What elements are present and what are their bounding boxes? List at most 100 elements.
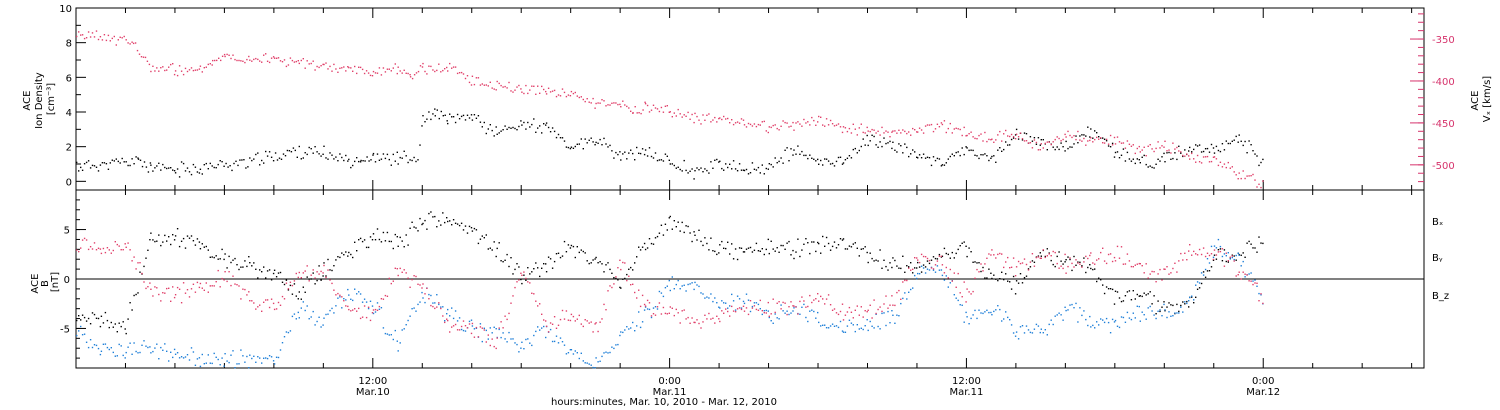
data-point: [466, 327, 469, 329]
data-point: [188, 359, 191, 361]
data-point: [422, 62, 424, 65]
data-point: [1244, 273, 1246, 275]
data-point: [382, 231, 385, 234]
data-point: [809, 154, 811, 156]
data-point: [376, 309, 379, 311]
data-point: [790, 301, 792, 303]
data-point: [938, 126, 941, 128]
data-point: [1163, 301, 1165, 303]
data-point: [235, 160, 237, 162]
data-point: [213, 285, 215, 287]
data-point: [257, 58, 259, 61]
data-point: [378, 238, 381, 241]
data-point: [646, 247, 649, 249]
data-point: [949, 268, 951, 271]
data-point: [510, 127, 512, 129]
data-point: [417, 230, 419, 232]
data-point: [1242, 170, 1244, 172]
data-point: [1244, 177, 1246, 180]
data-point: [261, 310, 263, 312]
data-point: [366, 156, 368, 158]
data-point: [599, 261, 601, 263]
data-point: [1145, 318, 1147, 320]
data-point: [856, 134, 858, 136]
data-point: [127, 164, 129, 167]
data-point: [489, 124, 491, 126]
data-point: [199, 65, 202, 67]
data-point: [636, 112, 638, 114]
data-point: [934, 128, 937, 130]
data-point: [1155, 163, 1157, 165]
data-point: [371, 75, 374, 77]
data-point: [941, 264, 944, 266]
data-point: [293, 283, 296, 285]
data-point: [139, 271, 141, 273]
data-point: [734, 309, 737, 311]
data-point: [1184, 303, 1186, 305]
data-point: [354, 65, 356, 68]
data-point: [118, 245, 120, 247]
data-point: [345, 251, 347, 253]
data-point: [700, 123, 702, 125]
data-point: [883, 259, 885, 261]
data-point: [565, 146, 568, 148]
data-point: [483, 327, 485, 329]
data-point: [1182, 311, 1184, 313]
data-point: [1163, 152, 1165, 155]
speed-tick-label: -350: [1432, 35, 1455, 46]
data-point: [716, 158, 718, 161]
data-point: [778, 251, 780, 253]
data-point: [154, 240, 156, 243]
data-point: [384, 71, 387, 73]
date-tick-label: Mar.12: [1246, 387, 1280, 398]
data-point: [594, 367, 596, 369]
data-point: [278, 157, 281, 159]
data-point: [917, 131, 919, 133]
data-point: [763, 312, 765, 314]
data-point: [788, 160, 790, 162]
data-point: [805, 316, 807, 319]
data-point: [1202, 156, 1205, 158]
data-point: [932, 256, 935, 258]
data-point: [1217, 251, 1220, 253]
data-point: [442, 315, 444, 317]
data-point: [1081, 134, 1083, 136]
data-point: [1223, 249, 1226, 251]
data-point: [384, 157, 387, 160]
data-point: [251, 357, 253, 360]
data-point: [864, 144, 866, 146]
data-point: [685, 318, 687, 320]
data-point: [1019, 132, 1022, 134]
data-point: [107, 34, 110, 37]
data-point: [634, 291, 636, 294]
data-point: [953, 294, 955, 296]
data-point: [914, 129, 916, 131]
data-point: [1258, 164, 1260, 167]
data-point: [824, 125, 826, 127]
data-point: [1107, 143, 1110, 145]
data-point: [743, 310, 746, 312]
data-point: [982, 140, 984, 142]
data-point: [877, 260, 879, 262]
data-point: [679, 230, 681, 232]
data-point: [974, 277, 976, 279]
data-point: [1052, 250, 1054, 253]
data-point: [1260, 294, 1262, 296]
data-point: [1258, 300, 1260, 302]
data-point: [325, 313, 327, 316]
data-point: [512, 126, 514, 129]
data-point: [547, 256, 550, 258]
data-point: [300, 307, 302, 309]
data-point: [632, 321, 634, 324]
data-point: [1260, 186, 1262, 189]
data-point: [738, 247, 741, 249]
data-point: [275, 356, 278, 358]
data-point: [668, 111, 670, 113]
data-point: [1075, 138, 1077, 141]
data-point: [272, 56, 275, 58]
legend-bz: B_z: [1432, 291, 1449, 302]
data-point: [700, 167, 702, 169]
data-point: [1071, 146, 1073, 148]
data-point: [1027, 268, 1030, 270]
data-point: [622, 153, 624, 155]
